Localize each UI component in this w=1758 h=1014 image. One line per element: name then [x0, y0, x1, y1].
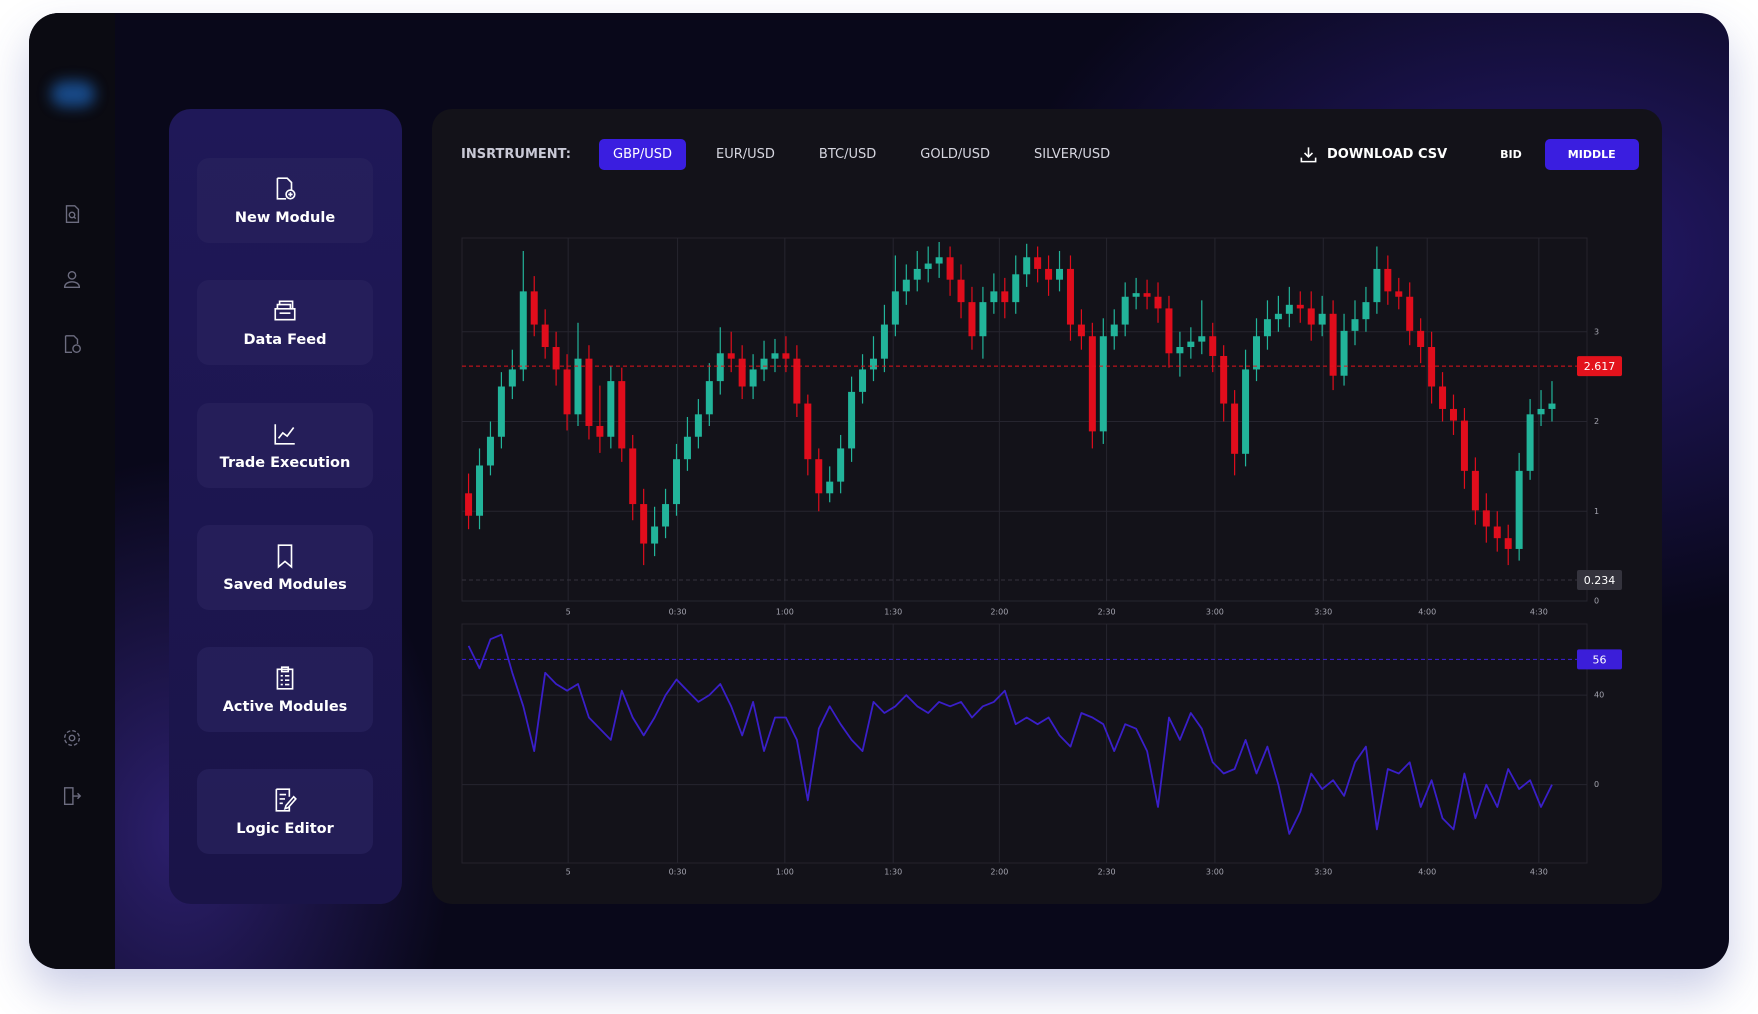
- module-label: Logic Editor: [236, 820, 334, 837]
- download-icon: [1300, 147, 1317, 163]
- instrument-tab[interactable]: EUR/USD: [716, 147, 775, 162]
- icon: [277, 543, 293, 569]
- module-button[interactable]: Active Modules: [197, 647, 373, 732]
- chart-panel: [432, 109, 1662, 904]
- icon: [276, 665, 294, 690]
- module-label: New Module: [234, 209, 336, 226]
- icon: [276, 176, 296, 200]
- icon: [275, 787, 297, 812]
- module-button[interactable]: Logic Editor: [197, 769, 373, 854]
- logout-icon[interactable]: [61, 785, 83, 807]
- module-label: Active Modules: [222, 698, 348, 715]
- module-button[interactable]: New Module: [197, 158, 373, 243]
- download-button[interactable]: DOWNLOAD CSV: [1299, 145, 1447, 164]
- nav-icon[interactable]: [61, 203, 83, 225]
- module-label: Data Feed: [243, 331, 327, 348]
- nav-icon[interactable]: [61, 333, 83, 355]
- settings-icon[interactable]: [61, 727, 83, 749]
- icon-rail: [29, 13, 115, 969]
- toolbar-right: DOWNLOAD CSV BID MIDDLE: [1299, 139, 1639, 170]
- logo: [51, 81, 95, 107]
- module-button[interactable]: Trade Execution: [197, 403, 373, 488]
- module-label: Trade Execution: [219, 454, 351, 471]
- instrument-tab[interactable]: GOLD/USD: [920, 147, 990, 162]
- module-button[interactable]: Saved Modules: [197, 525, 373, 610]
- instrument-label: INSRTRUMENT:: [461, 147, 571, 162]
- instrument-tab[interactable]: GBP/USD: [599, 139, 686, 170]
- module-label: Saved Modules: [223, 576, 347, 593]
- instrument-bar: INSRTRUMENT: GBP/USD EUR/USD BTC/USD GOLD/U…: [461, 139, 1140, 170]
- download-label: DOWNLOAD CSV: [1327, 147, 1448, 162]
- instrument-tab[interactable]: BTC/USD: [818, 147, 877, 162]
- icon: [274, 423, 295, 445]
- module-button[interactable]: Data Feed: [197, 280, 373, 365]
- price-mode[interactable]: MIDDLE: [1544, 139, 1639, 170]
- price-mode[interactable]: BID: [1500, 148, 1522, 161]
- nav-icon[interactable]: [61, 268, 83, 290]
- icon: [274, 299, 296, 320]
- instrument-tab[interactable]: SILVER/USD: [1033, 147, 1111, 162]
- module-panel: New Module Data Feed Trade Execution Sav…: [169, 109, 402, 904]
